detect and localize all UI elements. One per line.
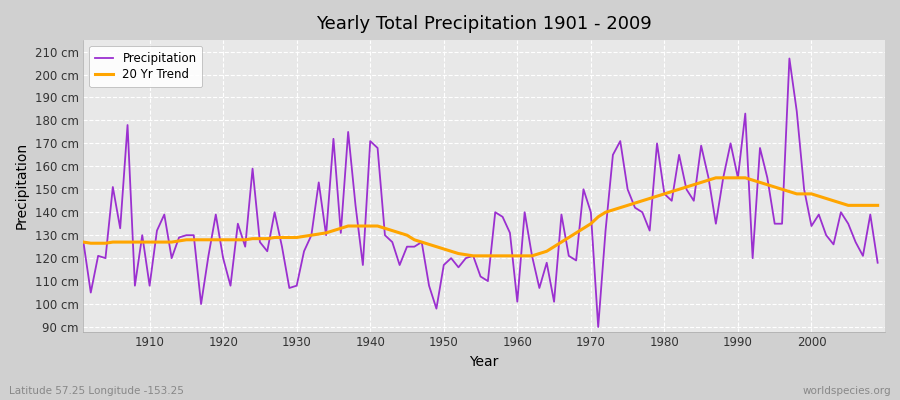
20 Yr Trend bbox=[512, 254, 523, 258]
Line: 20 Yr Trend: 20 Yr Trend bbox=[84, 178, 878, 256]
Precipitation bbox=[137, 233, 148, 238]
20 Yr Trend bbox=[299, 234, 310, 239]
Legend: Precipitation, 20 Yr Trend: Precipitation, 20 Yr Trend bbox=[89, 46, 202, 87]
20 Yr Trend bbox=[78, 240, 89, 244]
Precipitation bbox=[872, 260, 883, 265]
20 Yr Trend bbox=[872, 203, 883, 208]
20 Yr Trend bbox=[608, 208, 618, 212]
Text: Latitude 57.25 Longitude -153.25: Latitude 57.25 Longitude -153.25 bbox=[9, 386, 184, 396]
Title: Yearly Total Precipitation 1901 - 2009: Yearly Total Precipitation 1901 - 2009 bbox=[316, 15, 652, 33]
X-axis label: Year: Year bbox=[470, 355, 499, 369]
Precipitation bbox=[784, 56, 795, 61]
20 Yr Trend bbox=[343, 224, 354, 228]
20 Yr Trend bbox=[468, 254, 479, 258]
Precipitation bbox=[608, 152, 618, 157]
Precipitation bbox=[593, 324, 604, 329]
20 Yr Trend bbox=[519, 254, 530, 258]
20 Yr Trend bbox=[710, 176, 721, 180]
Text: worldspecies.org: worldspecies.org bbox=[803, 386, 891, 396]
Precipitation bbox=[343, 130, 354, 134]
20 Yr Trend bbox=[137, 240, 148, 244]
Precipitation bbox=[512, 299, 523, 304]
Line: Precipitation: Precipitation bbox=[84, 58, 878, 327]
Precipitation bbox=[299, 249, 310, 254]
Y-axis label: Precipitation: Precipitation bbox=[15, 142, 29, 230]
Precipitation bbox=[505, 230, 516, 235]
Precipitation bbox=[78, 240, 89, 244]
